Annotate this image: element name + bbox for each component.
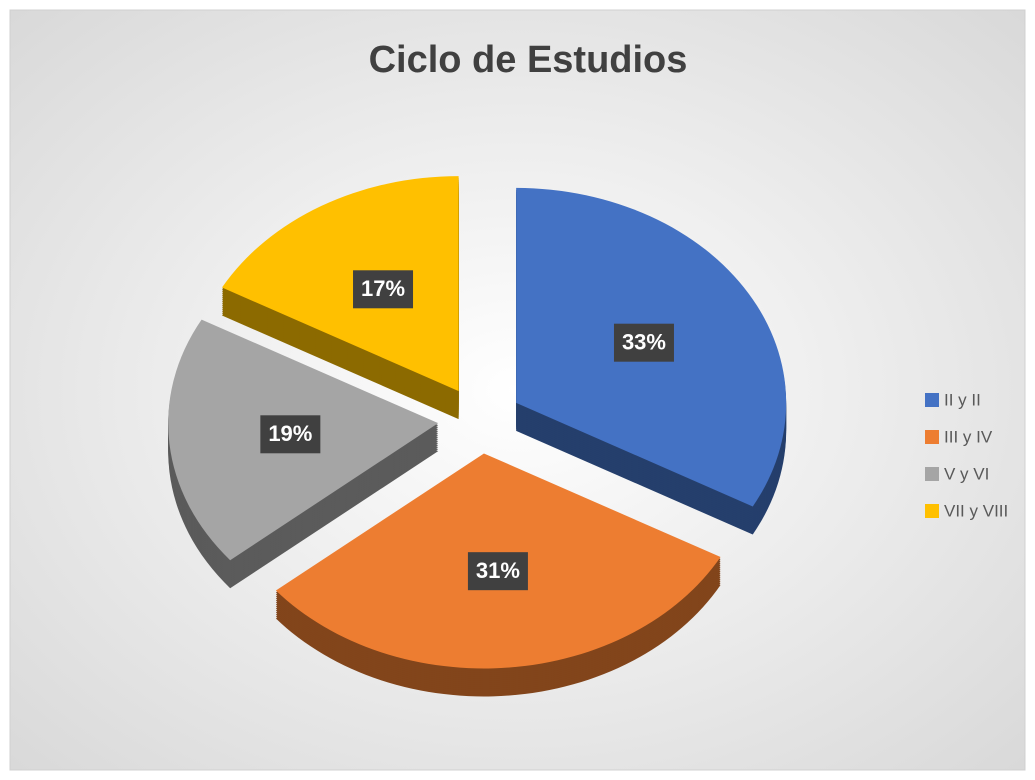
legend-swatch	[925, 393, 939, 407]
data-label-box	[353, 270, 414, 309]
data-label: 17%	[361, 276, 405, 301]
legend-label: V y VI	[944, 464, 989, 483]
legend-swatch	[925, 430, 939, 444]
legend-swatch	[925, 467, 939, 481]
data-label: 33%	[622, 330, 666, 355]
legend-label: II y II	[944, 390, 981, 409]
data-label-box	[613, 323, 674, 362]
data-label: 19%	[268, 421, 312, 446]
data-label: 31%	[476, 558, 520, 583]
chart-title: Ciclo de Estudios	[369, 39, 688, 81]
legend-label: VII y VIII	[944, 501, 1008, 520]
data-label-box	[467, 552, 528, 591]
legend-swatch	[925, 504, 939, 518]
legend-label: III y IV	[944, 427, 993, 446]
slice	[222, 176, 459, 392]
data-label-box	[260, 415, 321, 454]
